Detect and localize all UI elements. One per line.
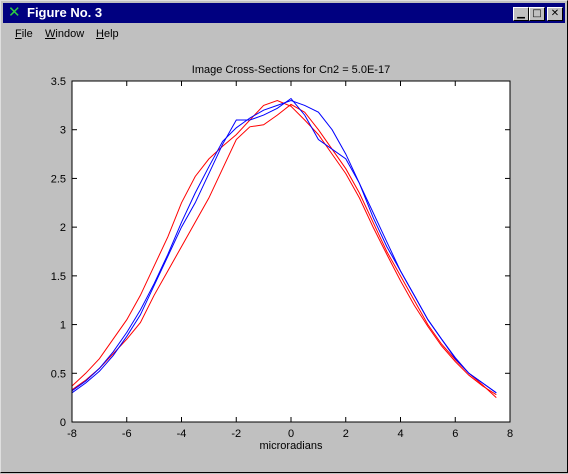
x-tick-label: -4 <box>177 428 187 440</box>
series-line-2 <box>71 103 497 398</box>
minimize-button[interactable]: ▁ <box>513 7 529 21</box>
figure-canvas: Image Cross-Sections for Cn2 = 5.0E-17 m… <box>5 47 563 469</box>
maximize-icon: □ <box>532 8 542 19</box>
y-tick-label: 2.5 <box>51 173 66 185</box>
x-tick-label: 0 <box>288 428 294 440</box>
x-tick-label: -6 <box>122 428 132 440</box>
series-lines <box>71 97 497 398</box>
x-tick-label: -2 <box>231 428 241 440</box>
x-tick-label: 8 <box>507 428 513 440</box>
maximize-button[interactable]: □ <box>529 7 545 21</box>
minimize-icon: ▁ <box>517 8 525 19</box>
y-tick-label: 3.5 <box>51 76 66 88</box>
menu-file[interactable]: File <box>15 28 33 40</box>
close-icon: ✕ <box>550 8 560 19</box>
x-tick-label: 4 <box>397 428 403 440</box>
x-axis-label: microradians <box>260 440 323 452</box>
y-tick-label: 2 <box>60 222 66 234</box>
y-tick-label: 1 <box>60 320 66 332</box>
y-tick-label: 3 <box>60 125 66 137</box>
window-title: Figure No. 3 <box>27 5 103 20</box>
x-logo-icon: ✕ <box>8 3 21 21</box>
menu-help[interactable]: Help <box>96 28 119 40</box>
x-tick-label: 6 <box>452 428 458 440</box>
chart-title: Image Cross-Sections for Cn2 = 5.0E-17 <box>192 64 390 76</box>
series-line-4 <box>71 99 497 394</box>
chart[interactable]: Image Cross-Sections for Cn2 = 5.0E-17 m… <box>5 47 563 469</box>
y-tick-label: 0 <box>60 417 66 429</box>
plot-area <box>72 81 510 422</box>
title-bar[interactable]: ✕ Figure No. 3 ▁ □ ✕ <box>3 3 565 23</box>
y-tick-label: 1.5 <box>51 271 66 283</box>
plot-frame <box>71 80 511 423</box>
x-tick-label: 2 <box>343 428 349 440</box>
menu-window[interactable]: Window <box>45 28 85 40</box>
y-tick-label: 0.5 <box>51 368 66 380</box>
menu-bar: File Window Help <box>3 25 565 45</box>
close-button[interactable]: ✕ <box>547 7 563 21</box>
x-tick-label: -8 <box>67 428 77 440</box>
